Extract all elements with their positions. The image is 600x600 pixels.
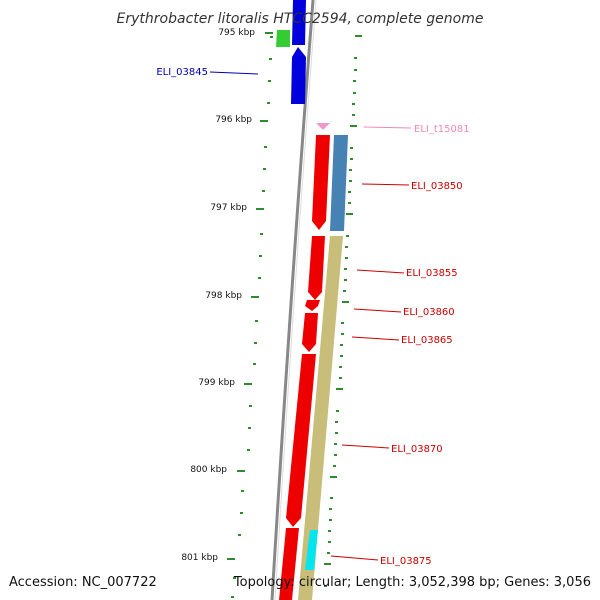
gene-cyan[interactable] bbox=[305, 530, 318, 570]
accession-label: Accession: NC_007722 bbox=[9, 575, 157, 590]
kbp-label: 799 kbp bbox=[198, 378, 235, 388]
gene-features bbox=[276, 0, 348, 600]
gene-khaki[interactable] bbox=[298, 236, 343, 600]
gene-label-ELI_03855: ELI_03855 bbox=[406, 268, 458, 279]
gene-leader-lines bbox=[209, 71, 412, 561]
kbp-label: 795 kbp bbox=[218, 28, 255, 38]
gene-ELI_t15081[interactable] bbox=[316, 123, 330, 130]
map-title: Erythrobacter litoralis HTCC2594, comple… bbox=[117, 11, 484, 27]
gene-labels: ELI_03845 ELI_t15081 ELI_03850 ELI_03855… bbox=[156, 67, 469, 567]
gene-ELI_03870[interactable] bbox=[286, 354, 316, 527]
gene-label-ELI_03845: ELI_03845 bbox=[156, 67, 208, 78]
kbp-label: 797 kbp bbox=[210, 203, 247, 213]
gene-label-ELI_03870: ELI_03870 bbox=[391, 444, 443, 455]
gene-ELI_03860[interactable] bbox=[305, 300, 320, 311]
genome-backbone bbox=[270, 0, 315, 600]
kbp-label: 796 kbp bbox=[215, 115, 252, 125]
gene-label-ELI_03875: ELI_03875 bbox=[380, 556, 432, 567]
kbp-major-ticks bbox=[227, 32, 273, 560]
gene-ELI_03875[interactable] bbox=[279, 528, 299, 600]
gene-label-ELI_03850: ELI_03850 bbox=[411, 181, 463, 192]
kbp-label: 798 kbp bbox=[205, 291, 242, 301]
gene-blue-top[interactable] bbox=[292, 0, 306, 45]
gene-label-ELI_03860: ELI_03860 bbox=[403, 307, 455, 318]
outer-tick-track bbox=[324, 35, 362, 587]
gene-ELI_03850[interactable] bbox=[312, 135, 330, 230]
gene-steelblue[interactable] bbox=[330, 135, 348, 231]
gene-label-ELI_t15081: ELI_t15081 bbox=[414, 124, 470, 135]
gene-label-ELI_03865: ELI_03865 bbox=[401, 335, 453, 346]
kbp-label: 800 kbp bbox=[190, 465, 227, 475]
kbp-label: 801 kbp bbox=[181, 553, 218, 563]
gene-ELI_03845[interactable] bbox=[291, 47, 306, 104]
genome-backbone-shadow bbox=[274, 0, 317, 600]
kbp-labels: 795 kbp 796 kbp 797 kbp 798 kbp 799 kbp … bbox=[181, 28, 255, 563]
gene-green[interactable] bbox=[276, 30, 290, 47]
gene-ELI_03855[interactable] bbox=[308, 236, 325, 300]
genome-summary: Topology: circular; Length: 3,052,398 bp… bbox=[233, 575, 591, 590]
gene-ELI_03865[interactable] bbox=[302, 313, 318, 352]
inner-tick-track bbox=[231, 36, 273, 598]
